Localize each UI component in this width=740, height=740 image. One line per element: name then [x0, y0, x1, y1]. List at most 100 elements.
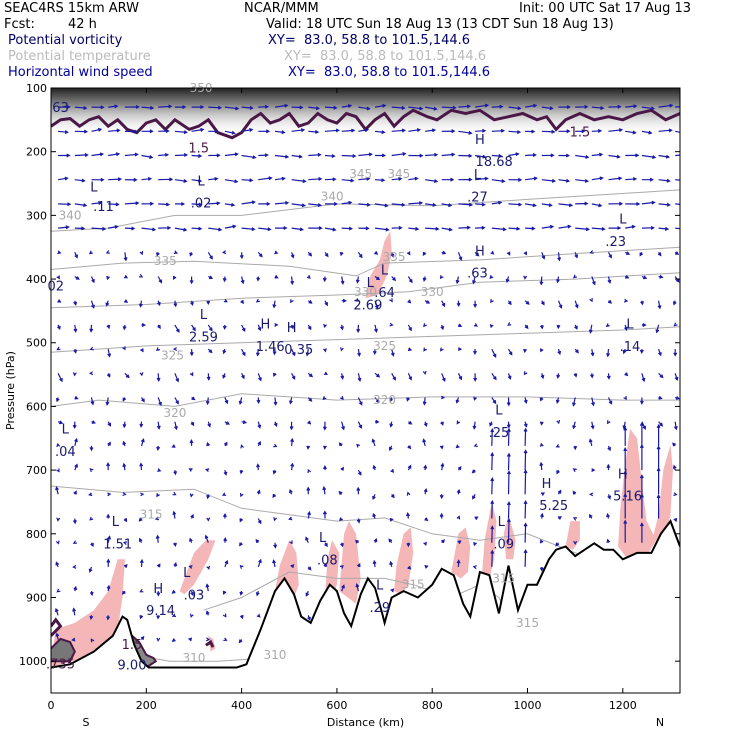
wind-arrow	[107, 492, 112, 497]
pv-label: 1.5	[570, 126, 591, 141]
wind-arrow	[374, 178, 386, 183]
wind-arrow	[374, 276, 381, 281]
wind-arrow	[324, 251, 329, 258]
wind-arrow	[224, 421, 230, 425]
wind-arrow	[341, 298, 347, 303]
y-tick-label: 400	[26, 273, 47, 286]
wind-arrow	[122, 324, 127, 331]
wind-arrow	[108, 225, 119, 229]
wind-arrow	[272, 469, 277, 475]
wind-arrow	[106, 513, 111, 519]
wind-arrow	[291, 227, 304, 232]
wind-arrow	[523, 499, 528, 519]
wind-arrow	[458, 177, 473, 182]
wind-arrow	[257, 518, 262, 525]
wind-arrow	[524, 324, 529, 330]
wind-arrow	[358, 176, 371, 181]
wind-arrow	[508, 177, 523, 182]
wind-arrow	[307, 300, 313, 304]
wind-arrow	[239, 252, 244, 260]
wind-arrow	[525, 176, 538, 181]
wind-arrow	[640, 300, 644, 306]
wind-arrow	[455, 444, 460, 449]
wind-arrow	[424, 517, 429, 522]
wind-arrow	[641, 154, 657, 159]
theta-label: 330	[421, 285, 444, 299]
wind-arrow	[606, 538, 611, 543]
wind-arrow	[307, 510, 311, 519]
x-tick-label: 600	[326, 699, 347, 712]
wind-arrow	[622, 348, 627, 355]
wind-arrow	[441, 203, 453, 208]
pv-contour	[51, 637, 76, 663]
wind-arrow	[573, 274, 578, 279]
wind-arrow	[489, 421, 493, 427]
wind-arrow	[574, 348, 579, 354]
extremum-value: 5.25	[539, 499, 568, 514]
wind-arrow	[56, 468, 60, 473]
wind-arrow	[139, 273, 144, 278]
wind-arrow	[208, 275, 214, 280]
wind-arrow	[490, 299, 494, 304]
wind-arrow	[625, 177, 638, 181]
pv-shade-region	[503, 514, 516, 560]
wind-arrow	[89, 445, 94, 452]
wind-arrow	[575, 154, 590, 159]
wind-arrow	[258, 227, 272, 232]
wind-arrow	[672, 300, 677, 306]
wind-arrow	[124, 129, 139, 134]
wind-arrow	[174, 397, 179, 405]
wind-arrow	[74, 153, 89, 158]
wind-arrow	[358, 226, 370, 231]
wind-arrow	[473, 323, 478, 327]
wind-arrow	[391, 202, 406, 207]
wind-arrow	[641, 322, 647, 327]
wind-arrow	[407, 276, 413, 284]
wind-arrow	[591, 397, 595, 407]
wind-arrow	[391, 177, 403, 181]
wind-arrow	[224, 152, 239, 157]
wind-arrow	[541, 224, 555, 229]
extremum-value: 5.16	[613, 490, 642, 505]
wind-arrow	[340, 324, 344, 331]
wind-arrow	[607, 252, 612, 259]
wind-arrow	[424, 565, 429, 569]
wind-arrow	[241, 324, 246, 333]
y-tick-label: 800	[26, 528, 47, 541]
wind-arrow	[374, 419, 380, 424]
wind-arrow	[557, 252, 562, 262]
wind-arrow	[158, 152, 170, 157]
wind-arrow	[473, 373, 478, 382]
wind-arrow	[58, 225, 70, 230]
wind-arrow	[289, 421, 294, 431]
wind-arrow	[239, 493, 244, 498]
wind-arrow	[156, 421, 161, 430]
legend-wind-speed-xy: XY= 83.0, 58.8 to 101.5,144.6	[288, 65, 491, 80]
wind-arrow	[241, 178, 254, 183]
wind-arrow	[673, 322, 678, 327]
wind-arrow	[74, 463, 78, 471]
wind-arrow	[441, 129, 456, 134]
wind-arrow	[74, 178, 86, 183]
wind-arrow	[106, 558, 111, 567]
wind-arrow	[241, 373, 245, 380]
wind-arrow	[389, 421, 394, 428]
wind-arrow	[475, 176, 489, 181]
wind-arrow	[56, 442, 61, 448]
wind-arrow	[541, 178, 557, 183]
wind-arrow	[439, 445, 444, 450]
wind-arrow	[156, 373, 161, 382]
pv-shade-region	[482, 501, 497, 579]
wind-arrow	[573, 540, 578, 546]
wind-arrow	[258, 129, 271, 134]
wind-arrow	[623, 447, 628, 471]
wind-arrow	[222, 324, 227, 330]
forecast-label: Fcst:	[4, 17, 35, 32]
wind-arrow	[523, 548, 528, 567]
wind-arrow	[122, 462, 127, 471]
wind-arrow	[407, 565, 412, 570]
wind-arrow	[322, 396, 327, 401]
wind-arrow	[273, 516, 278, 522]
wind-arrow	[58, 153, 71, 158]
wind-arrow	[408, 226, 420, 231]
